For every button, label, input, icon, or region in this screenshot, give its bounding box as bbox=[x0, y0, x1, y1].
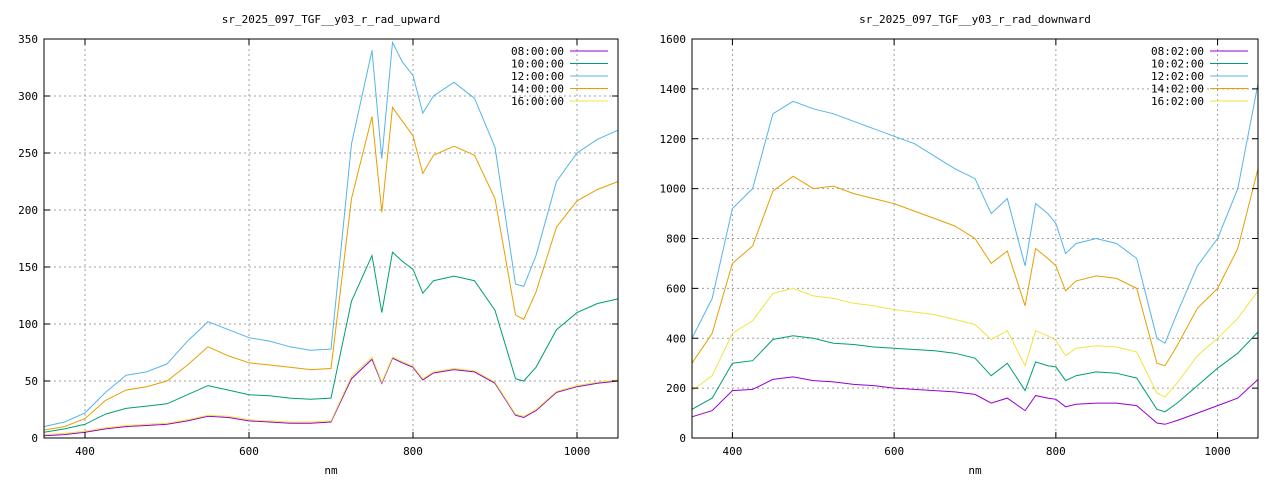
legend-label: 10:00:00 bbox=[511, 58, 564, 71]
downward-radiance-chart: sr_2025_097_TGF__y03_r_rad_downward nm 4… bbox=[660, 13, 1259, 477]
y-tick-label: 300 bbox=[18, 90, 38, 103]
y-tick-label: 1400 bbox=[660, 83, 687, 96]
x-tick-label: 400 bbox=[722, 445, 742, 458]
legend-label: 14:02:00 bbox=[1151, 83, 1204, 96]
series-line-080000 bbox=[43, 357, 619, 437]
series-line-140200 bbox=[691, 168, 1259, 367]
y-tick-label: 350 bbox=[18, 33, 38, 46]
series-line-080200 bbox=[691, 376, 1259, 425]
x-tick-label: 400 bbox=[75, 445, 95, 458]
series-line-140000 bbox=[43, 106, 619, 431]
legend-label: 08:00:00 bbox=[511, 45, 564, 58]
x-tick-label: 600 bbox=[884, 445, 904, 458]
y-tick-label: 100 bbox=[18, 318, 38, 331]
x-tick-label: 1000 bbox=[1204, 445, 1231, 458]
y-tick-label: 50 bbox=[25, 375, 38, 388]
legend-label: 12:02:00 bbox=[1151, 70, 1204, 83]
y-tick-label: 200 bbox=[18, 204, 38, 217]
x-tick-label: 800 bbox=[1046, 445, 1066, 458]
legend-label: 10:02:00 bbox=[1151, 58, 1204, 71]
y-tick-label: 0 bbox=[679, 432, 686, 445]
series-line-100200 bbox=[691, 331, 1259, 413]
legend-label: 12:00:00 bbox=[511, 70, 564, 83]
series-line-120000 bbox=[43, 40, 619, 428]
chart-title: sr_2025_097_TGF__y03_r_rad_upward bbox=[222, 13, 441, 26]
series-line-100000 bbox=[43, 251, 619, 433]
series-line-160200 bbox=[691, 287, 1259, 398]
y-tick-label: 1000 bbox=[660, 183, 687, 196]
y-tick-label: 600 bbox=[666, 282, 686, 295]
y-tick-label: 150 bbox=[18, 261, 38, 274]
series-line-160000 bbox=[43, 356, 619, 436]
x-axis-label: nm bbox=[324, 464, 338, 477]
upward-radiance-chart: sr_2025_097_TGF__y03_r_rad_upward nm 400… bbox=[18, 13, 619, 477]
y-tick-label: 250 bbox=[18, 147, 38, 160]
legend-label: 14:00:00 bbox=[511, 83, 564, 96]
plot-frame bbox=[43, 38, 619, 439]
series-line-120200 bbox=[691, 83, 1259, 344]
x-tick-label: 600 bbox=[239, 445, 259, 458]
x-tick-label: 800 bbox=[403, 445, 423, 458]
x-axis-label: nm bbox=[968, 464, 982, 477]
y-tick-label: 200 bbox=[666, 382, 686, 395]
legend-label: 16:02:00 bbox=[1151, 95, 1204, 108]
legend-label: 16:00:00 bbox=[511, 95, 564, 108]
y-tick-label: 400 bbox=[666, 332, 686, 345]
y-tick-label: 0 bbox=[31, 432, 38, 445]
y-tick-label: 800 bbox=[666, 233, 686, 246]
chart-title: sr_2025_097_TGF__y03_r_rad_downward bbox=[859, 13, 1091, 26]
y-tick-label: 1600 bbox=[660, 33, 687, 46]
legend-label: 08:02:00 bbox=[1151, 45, 1204, 58]
y-tick-label: 1200 bbox=[660, 133, 687, 146]
x-tick-label: 1000 bbox=[564, 445, 591, 458]
